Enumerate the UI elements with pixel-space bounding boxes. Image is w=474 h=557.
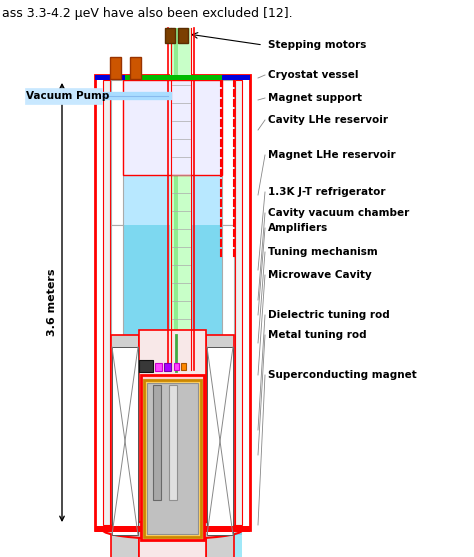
Bar bbox=[111, 335, 139, 557]
Text: 1.3K J-T refrigerator: 1.3K J-T refrigerator bbox=[268, 187, 385, 197]
Bar bbox=[139, 360, 153, 372]
Bar bbox=[111, 225, 242, 335]
Text: Cavity vacuum chamber: Cavity vacuum chamber bbox=[268, 208, 409, 218]
Bar bbox=[222, 225, 234, 335]
Bar bbox=[110, 57, 121, 79]
Bar bbox=[170, 28, 192, 373]
Bar bbox=[141, 375, 204, 540]
Bar bbox=[25, 88, 102, 104]
Bar bbox=[112, 347, 138, 535]
Bar bbox=[147, 383, 198, 534]
Text: ass 3.3-4.2 μeV have also been excluded [12].: ass 3.3-4.2 μeV have also been excluded … bbox=[2, 7, 292, 20]
Bar bbox=[125, 75, 222, 80]
Bar bbox=[103, 80, 110, 525]
Bar bbox=[111, 335, 242, 557]
Bar bbox=[111, 225, 123, 335]
Ellipse shape bbox=[103, 521, 242, 539]
Bar bbox=[111, 80, 242, 225]
Bar bbox=[165, 28, 175, 43]
Bar bbox=[172, 28, 190, 373]
Text: Superconducting magnet: Superconducting magnet bbox=[268, 370, 417, 380]
Text: Tuning mechanism: Tuning mechanism bbox=[268, 247, 378, 257]
Bar bbox=[111, 535, 242, 557]
Bar bbox=[178, 28, 184, 373]
Bar bbox=[153, 385, 161, 500]
Text: Dielectric tuning rod: Dielectric tuning rod bbox=[268, 310, 390, 320]
Bar bbox=[95, 526, 250, 532]
Bar bbox=[164, 363, 171, 371]
Text: Amplifiers: Amplifiers bbox=[268, 223, 328, 233]
Text: Vacuum Pump: Vacuum Pump bbox=[26, 91, 109, 101]
Bar bbox=[235, 80, 242, 525]
Text: Stepping motors: Stepping motors bbox=[268, 40, 366, 50]
Text: 3.6 meters: 3.6 meters bbox=[47, 268, 57, 336]
Bar bbox=[139, 330, 206, 557]
Text: Metal tuning rod: Metal tuning rod bbox=[268, 330, 366, 340]
Bar bbox=[174, 363, 179, 370]
Bar bbox=[207, 347, 233, 535]
Bar bbox=[178, 28, 188, 43]
Bar bbox=[222, 80, 234, 225]
Bar bbox=[130, 57, 141, 79]
Bar bbox=[174, 28, 180, 373]
Bar bbox=[181, 363, 186, 370]
Text: Microwave Cavity: Microwave Cavity bbox=[268, 270, 372, 280]
Text: Magnet support: Magnet support bbox=[268, 93, 362, 103]
Bar bbox=[144, 380, 201, 537]
Bar bbox=[155, 363, 162, 371]
Text: Cavity LHe reservoir: Cavity LHe reservoir bbox=[268, 115, 388, 125]
Text: Cryostat vessel: Cryostat vessel bbox=[268, 70, 358, 80]
Bar bbox=[169, 385, 177, 500]
Bar bbox=[95, 75, 250, 530]
Bar bbox=[111, 80, 123, 225]
Bar bbox=[95, 75, 250, 80]
Bar bbox=[123, 80, 222, 175]
Bar bbox=[206, 335, 234, 557]
Text: Magnet LHe reservoir: Magnet LHe reservoir bbox=[268, 150, 396, 160]
